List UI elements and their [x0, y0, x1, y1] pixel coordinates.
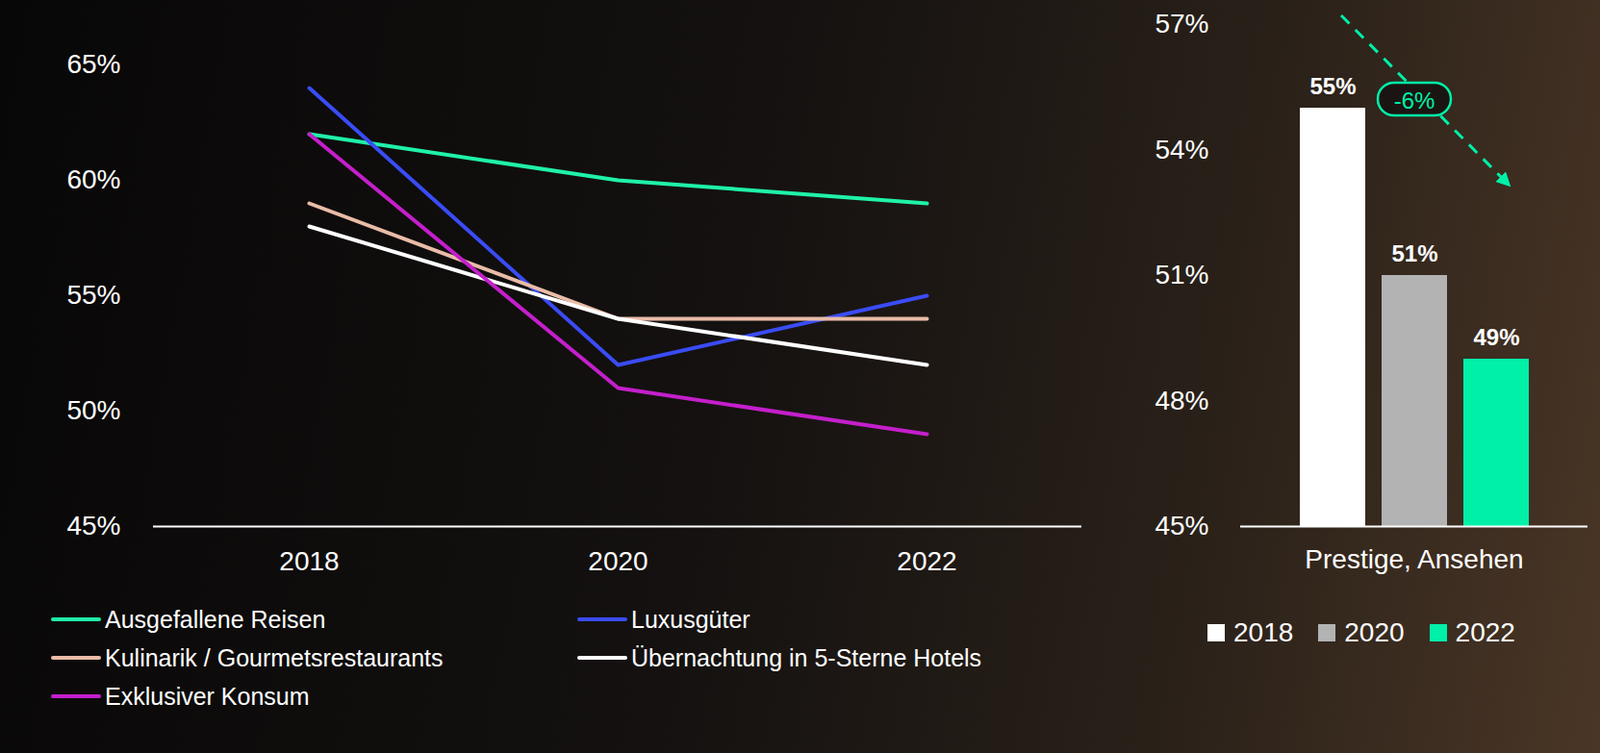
svg-text:60%: 60%: [66, 164, 121, 195]
html-text:2020: 2020: [1344, 617, 1405, 648]
html-text:Ausgefallene Reisen: Ausgefallene Reisen: [104, 605, 326, 633]
svg-text:51%: 51%: [1154, 259, 1209, 290]
svg-text:55%: 55%: [1309, 73, 1356, 100]
svg-text:51%: 51%: [1391, 240, 1438, 267]
svg-text:2018: 2018: [279, 546, 339, 577]
svg-text:49%: 49%: [1473, 324, 1520, 351]
svg-text:57%: 57%: [1154, 8, 1209, 39]
svg-text:54%: 54%: [1154, 134, 1209, 165]
html-text:Exklusiver Konsum: Exklusiver Konsum: [104, 682, 310, 710]
svg-text:65%: 65%: [66, 49, 121, 79]
svg-text:2022: 2022: [896, 546, 957, 577]
html-text:Luxusgüter: Luxusgüter: [631, 605, 751, 633]
svg-text:-6%: -6%: [1394, 87, 1436, 114]
svg-text:45%: 45%: [1154, 510, 1209, 541]
html-text:Kulinarik / Gourmetsrestaurant: Kulinarik / Gourmetsrestaurants: [104, 644, 444, 672]
svg-text:2020: 2020: [587, 546, 648, 577]
svg-text:45%: 45%: [66, 510, 121, 541]
svg-text:Prestige, Ansehen: Prestige, Ansehen: [1304, 544, 1524, 575]
html-text:2018: 2018: [1233, 617, 1294, 648]
svg-text:55%: 55%: [66, 279, 121, 310]
svg-text:50%: 50%: [66, 395, 121, 426]
svg-text:48%: 48%: [1154, 385, 1209, 416]
html-text:Übernachtung in 5-Sterne Hotel: Übernachtung in 5-Sterne Hotels: [631, 644, 982, 672]
html-text:2022: 2022: [1455, 617, 1516, 648]
